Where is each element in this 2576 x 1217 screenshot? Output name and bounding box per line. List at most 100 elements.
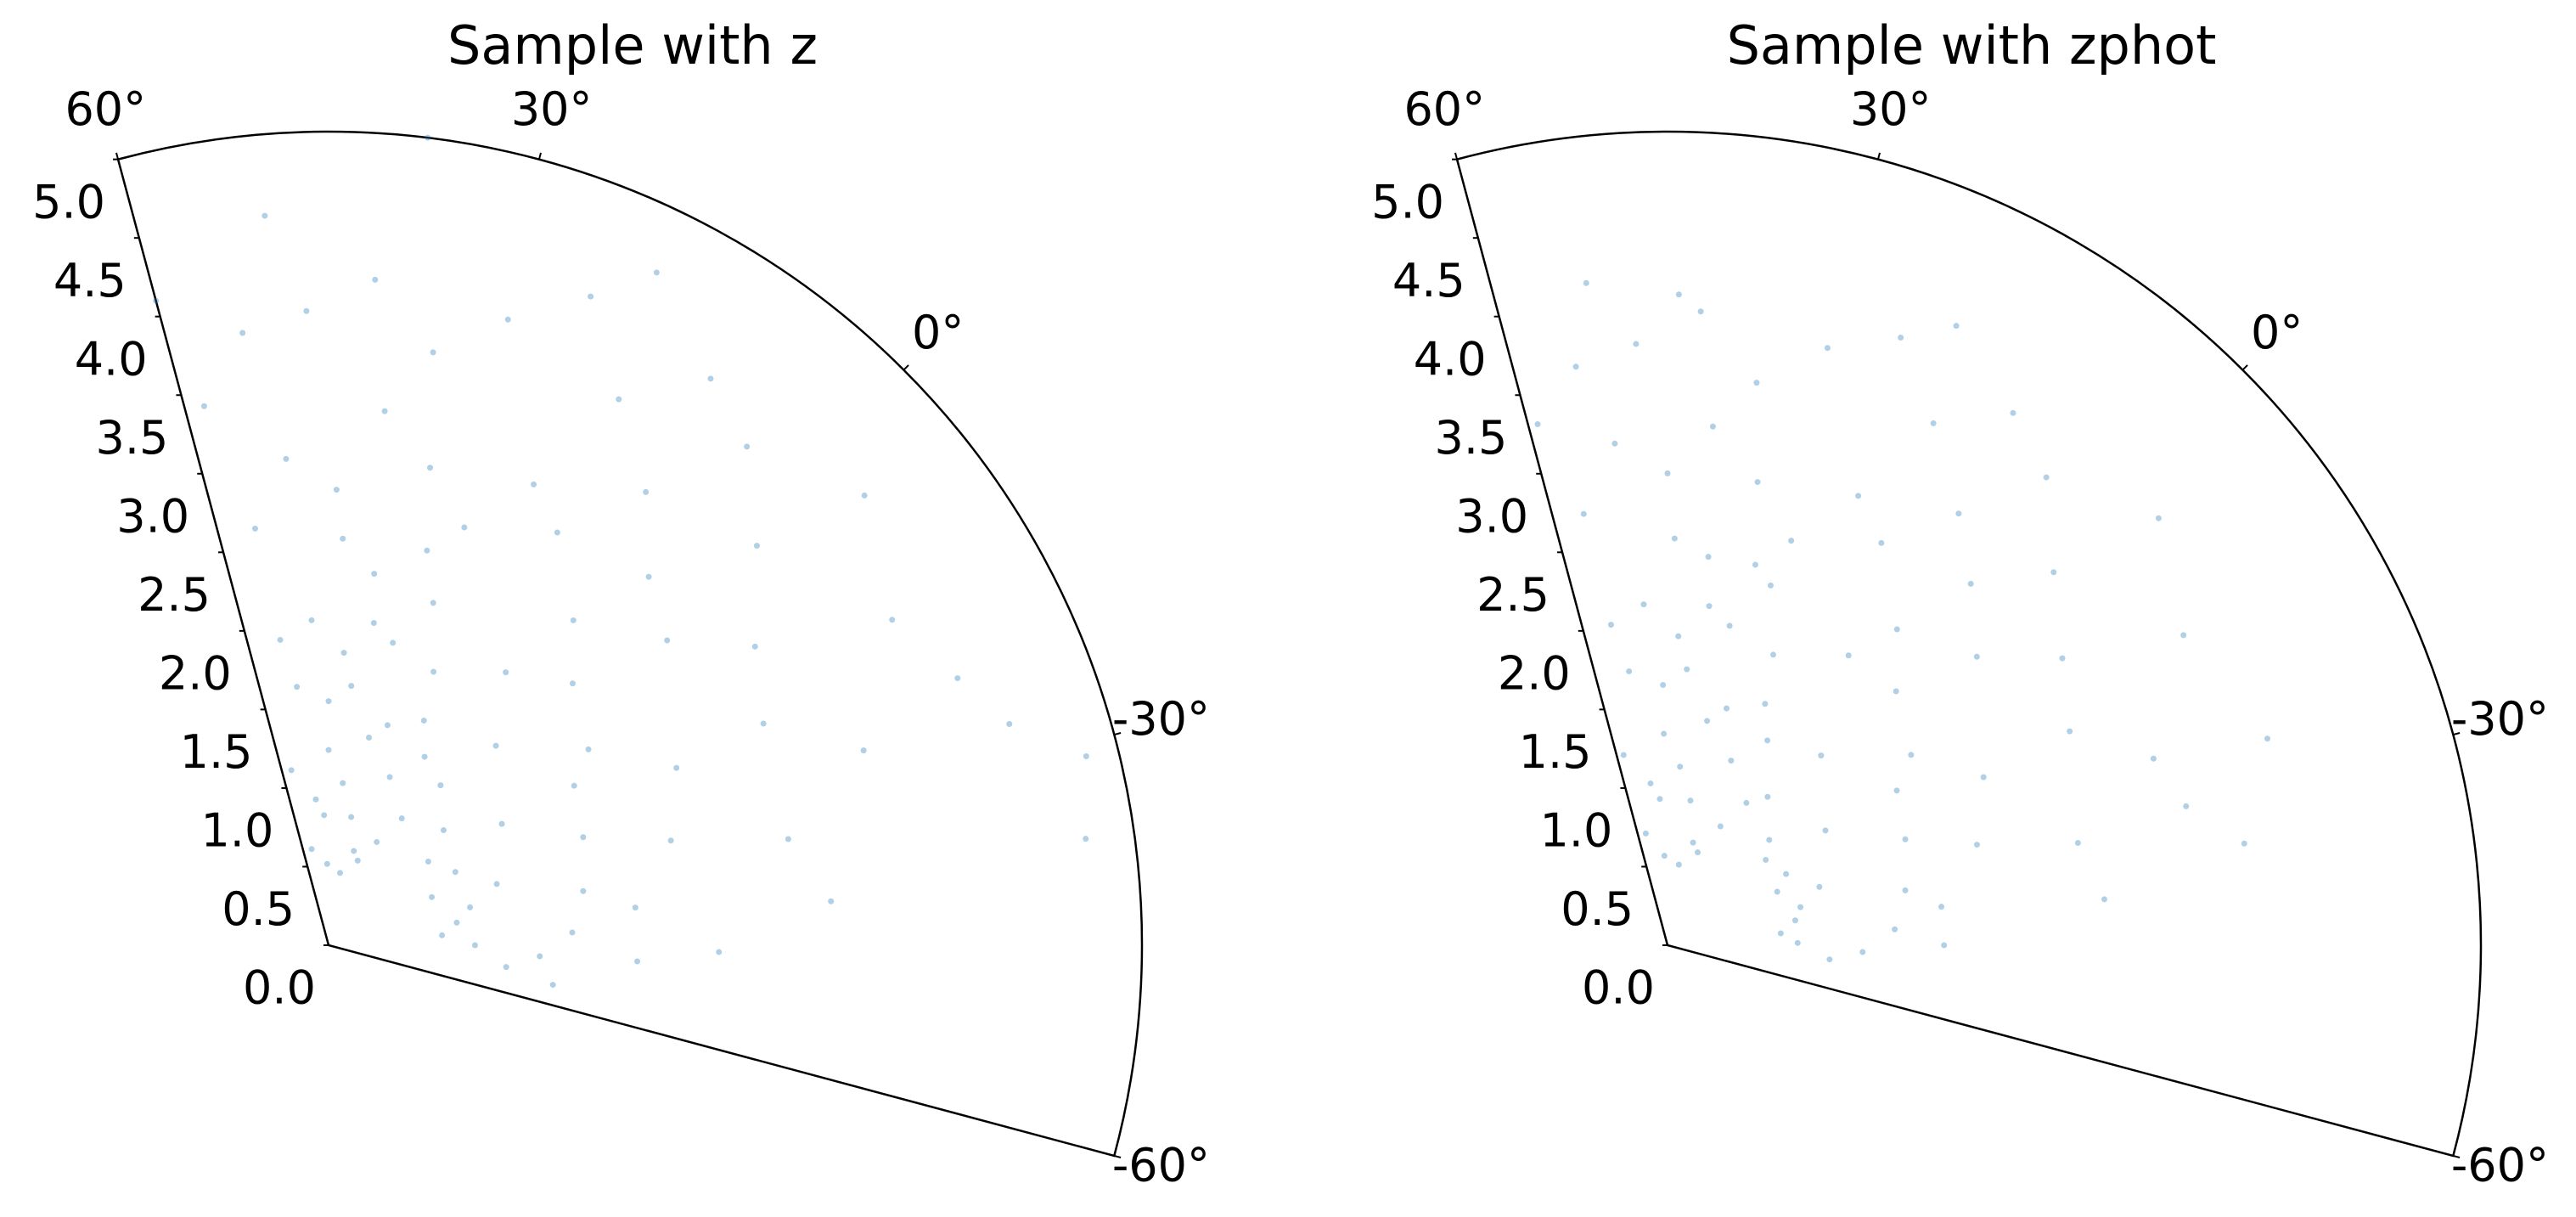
r-tick-label: 4.0 xyxy=(75,332,148,386)
data-point xyxy=(283,455,290,462)
data-point xyxy=(503,964,509,971)
data-point xyxy=(1083,753,1089,760)
r-tick-label: 3.5 xyxy=(95,411,168,465)
data-point xyxy=(537,953,543,960)
theta-tick-label: 60° xyxy=(1403,82,1485,136)
data-point xyxy=(1955,510,1962,517)
data-point xyxy=(1690,839,1696,846)
r-tick-label: 1.0 xyxy=(200,804,273,858)
theta-tick-label: 30° xyxy=(511,82,593,136)
data-point xyxy=(1677,763,1684,770)
data-point xyxy=(2241,840,2247,847)
data-point xyxy=(440,827,447,834)
data-point xyxy=(348,683,355,690)
data-point xyxy=(333,487,340,493)
data-point xyxy=(312,796,319,803)
data-point xyxy=(1893,787,1900,794)
data-point xyxy=(744,443,751,450)
data-point xyxy=(1754,479,1761,486)
data-point xyxy=(861,492,868,499)
data-point xyxy=(325,747,332,753)
theta-tick xyxy=(1114,1154,1122,1158)
data-point xyxy=(751,643,758,650)
data-point xyxy=(336,870,343,876)
data-point xyxy=(1893,688,1899,695)
data-point xyxy=(2183,803,2190,809)
data-point xyxy=(1705,554,1712,561)
data-point xyxy=(2180,632,2187,639)
data-point xyxy=(1766,837,1773,843)
data-point xyxy=(1762,701,1769,707)
data-point xyxy=(1826,956,1833,963)
data-point xyxy=(1822,827,1829,834)
data-point xyxy=(498,820,505,827)
data-point xyxy=(1763,856,1769,863)
data-point xyxy=(1783,870,1790,877)
data-point xyxy=(1675,861,1682,868)
data-point xyxy=(471,942,478,949)
data-point xyxy=(570,617,577,623)
data-point xyxy=(384,722,391,729)
r-tick-label: 2.5 xyxy=(138,568,211,622)
data-point xyxy=(2101,896,2107,903)
data-point xyxy=(294,684,301,690)
r-tick-label: 3.0 xyxy=(116,489,189,543)
data-point xyxy=(760,720,767,727)
data-point xyxy=(1534,421,1541,428)
data-point xyxy=(1816,883,1823,890)
data-point xyxy=(386,774,393,780)
data-point xyxy=(323,860,330,867)
data-point xyxy=(340,650,347,656)
r-tick-label: 0.5 xyxy=(222,882,295,936)
data-point xyxy=(1671,535,1678,542)
theta-tick-label: -30° xyxy=(1112,692,1210,746)
data-point xyxy=(1973,653,1980,660)
r-tick-label: 3.0 xyxy=(1455,489,1528,543)
data-point xyxy=(1656,796,1663,803)
data-point xyxy=(1728,758,1735,764)
data-point xyxy=(1774,888,1780,895)
data-point xyxy=(1967,580,1974,587)
data-point xyxy=(303,307,310,314)
data-point xyxy=(1893,626,1900,633)
data-point xyxy=(398,815,405,822)
theta-tick-label: -30° xyxy=(2451,692,2549,746)
data-point xyxy=(580,887,587,894)
data-point xyxy=(351,848,357,854)
data-point xyxy=(1797,904,1804,910)
data-point xyxy=(2264,735,2271,742)
data-point xyxy=(381,408,388,414)
data-point xyxy=(954,675,961,682)
data-point xyxy=(467,904,474,910)
data-point xyxy=(366,734,373,741)
data-point xyxy=(429,893,436,900)
theta-tick-label: -60° xyxy=(2451,1138,2549,1192)
data-point xyxy=(1777,930,1784,937)
data-point xyxy=(585,746,592,752)
data-point xyxy=(645,573,652,580)
r-tick-label: 1.5 xyxy=(180,725,253,779)
data-point xyxy=(308,846,315,853)
data-point xyxy=(2074,839,2081,846)
data-point xyxy=(1640,601,1647,608)
data-point xyxy=(425,858,431,865)
theta-tick xyxy=(115,152,120,160)
data-point xyxy=(1664,470,1671,476)
data-point xyxy=(1764,737,1771,744)
data-point xyxy=(1697,308,1704,315)
data-point xyxy=(340,780,346,786)
data-point xyxy=(1572,363,1579,370)
data-point xyxy=(200,403,207,409)
data-point xyxy=(673,764,680,771)
r-tick-label: 5.0 xyxy=(32,175,105,228)
data-point xyxy=(2150,755,2157,762)
data-point xyxy=(1607,622,1614,628)
data-point xyxy=(1083,836,1089,842)
data-point xyxy=(1980,774,1987,780)
data-point xyxy=(643,488,650,495)
data-point xyxy=(1938,904,1945,910)
data-point xyxy=(1660,681,1667,688)
data-point xyxy=(753,543,760,549)
data-point xyxy=(452,869,458,876)
data-point xyxy=(1767,582,1774,589)
